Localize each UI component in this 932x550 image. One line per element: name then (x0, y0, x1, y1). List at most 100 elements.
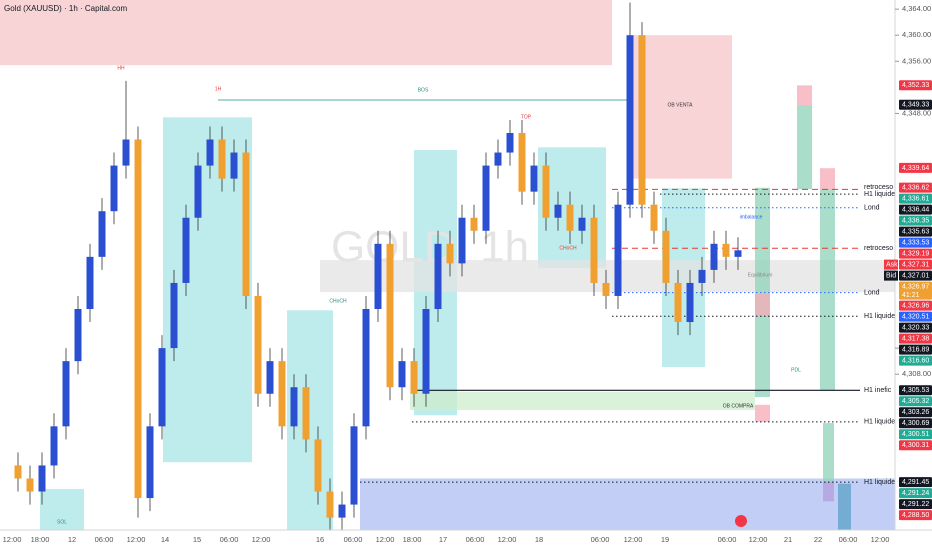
candle-body (398, 361, 406, 388)
x-tick-label: 12 (68, 535, 76, 544)
price-badge (899, 182, 932, 193)
annotation: OB VENTA (668, 102, 694, 108)
countdown: 41:21 (902, 292, 920, 299)
candle-body (242, 152, 250, 296)
candle-body (26, 478, 34, 492)
price-badge (899, 499, 932, 510)
x-tick-label: 12:00 (498, 535, 517, 544)
candle-body (98, 211, 106, 257)
zone (0, 0, 612, 66)
x-tick-label: 15 (193, 535, 201, 544)
candle-body (614, 204, 622, 296)
price-badge-label: 4,291.24 (902, 490, 929, 497)
zone (797, 104, 812, 190)
candle-body (134, 139, 142, 499)
candle-body (578, 217, 586, 231)
price-badge-label: 4,316.89 (902, 346, 929, 353)
candle-body (602, 282, 610, 296)
annotation: SOL (57, 519, 67, 525)
y-tick-label: 4,356.00 (902, 56, 931, 65)
price-badge (899, 237, 932, 248)
price-tag (884, 270, 898, 281)
zone (755, 187, 770, 398)
candle-body (566, 204, 574, 231)
candle-body (446, 243, 454, 264)
x-tick-label: 18:00 (403, 535, 422, 544)
candle-body (506, 132, 514, 153)
x-tick-label: 14 (161, 535, 169, 544)
price-badge-label: 4,327.31 (902, 261, 929, 268)
price-badge (899, 193, 932, 204)
price-badge (899, 226, 932, 237)
price-badge (899, 333, 932, 344)
y-tick-label: 4,308.00 (902, 369, 931, 378)
candle-body (626, 35, 634, 205)
y-tick-label: 4,364.00 (902, 4, 931, 13)
candle-body (482, 165, 490, 231)
candle-body (218, 139, 226, 179)
candle-body (302, 387, 310, 440)
price-badge-label: 4,303.26 (902, 409, 929, 416)
x-tick-label: 06:00 (591, 535, 610, 544)
candle-body (470, 217, 478, 231)
price-badge-label: 4,300.31 (902, 442, 929, 449)
price-tag-label: Ask (886, 261, 898, 268)
price-badge (899, 80, 932, 91)
candle-body (494, 152, 502, 166)
candle-body (674, 282, 682, 323)
price-badge-label: 4,320.51 (902, 313, 929, 320)
candle-body (350, 426, 358, 505)
level-label: retroceso (864, 245, 893, 252)
zone (820, 168, 835, 190)
price-badge-label: 4,316.60 (902, 357, 929, 364)
watermark: GOLD, 1h (331, 223, 529, 272)
candle-body (686, 282, 694, 323)
level-label: H1 liquidez (864, 479, 899, 486)
x-tick-label: 12:00 (127, 535, 146, 544)
candle-body (158, 348, 166, 427)
price-badge (899, 311, 932, 322)
price-badge-label: 4,336.62 (902, 184, 929, 191)
candle-body (278, 361, 286, 427)
event-icon (735, 515, 747, 527)
price-badge-label: 4,305.32 (902, 398, 929, 405)
price-badge-label: 4,333.53 (902, 239, 929, 246)
price-badge (899, 162, 932, 173)
candle-body (338, 504, 346, 518)
candle-body (374, 243, 382, 310)
candle-body (554, 204, 562, 218)
candle-body (62, 361, 70, 427)
price-badge (899, 204, 932, 215)
x-tick-label: 16 (316, 535, 324, 544)
price-tag (884, 259, 898, 270)
candle-body (314, 439, 322, 492)
x-tick-label: 06:00 (839, 535, 858, 544)
candle-body (266, 361, 274, 394)
x-tick-label: 12:00 (3, 535, 22, 544)
candle-body (182, 217, 190, 283)
price-badge-label: 4,326.96 (902, 302, 929, 309)
price-badge-label: 4,320.33 (902, 324, 929, 331)
candle-body (146, 426, 154, 499)
price-badge (899, 322, 932, 333)
price-badge-label: 4,336.44 (902, 206, 929, 213)
level-label: H1 liquidez (864, 419, 899, 426)
price-badge (899, 510, 932, 521)
zone (823, 481, 834, 502)
price-badge (899, 215, 932, 226)
candle-body (434, 243, 442, 310)
price-badge (899, 418, 932, 429)
price-badge (899, 99, 932, 110)
candle-body (170, 282, 178, 349)
annotation: 1H (215, 86, 222, 92)
zone (797, 85, 812, 105)
candle-body (206, 139, 214, 166)
x-tick-label: 17 (439, 535, 447, 544)
x-tick-label: 19 (661, 535, 669, 544)
y-tick-label: 4,348.00 (902, 108, 931, 117)
price-badge-label: 4,349.33 (902, 102, 929, 109)
zone (755, 294, 770, 317)
price-badge-label: 4,300.51 (902, 431, 929, 438)
price-badge (899, 440, 932, 451)
zone (820, 189, 835, 391)
